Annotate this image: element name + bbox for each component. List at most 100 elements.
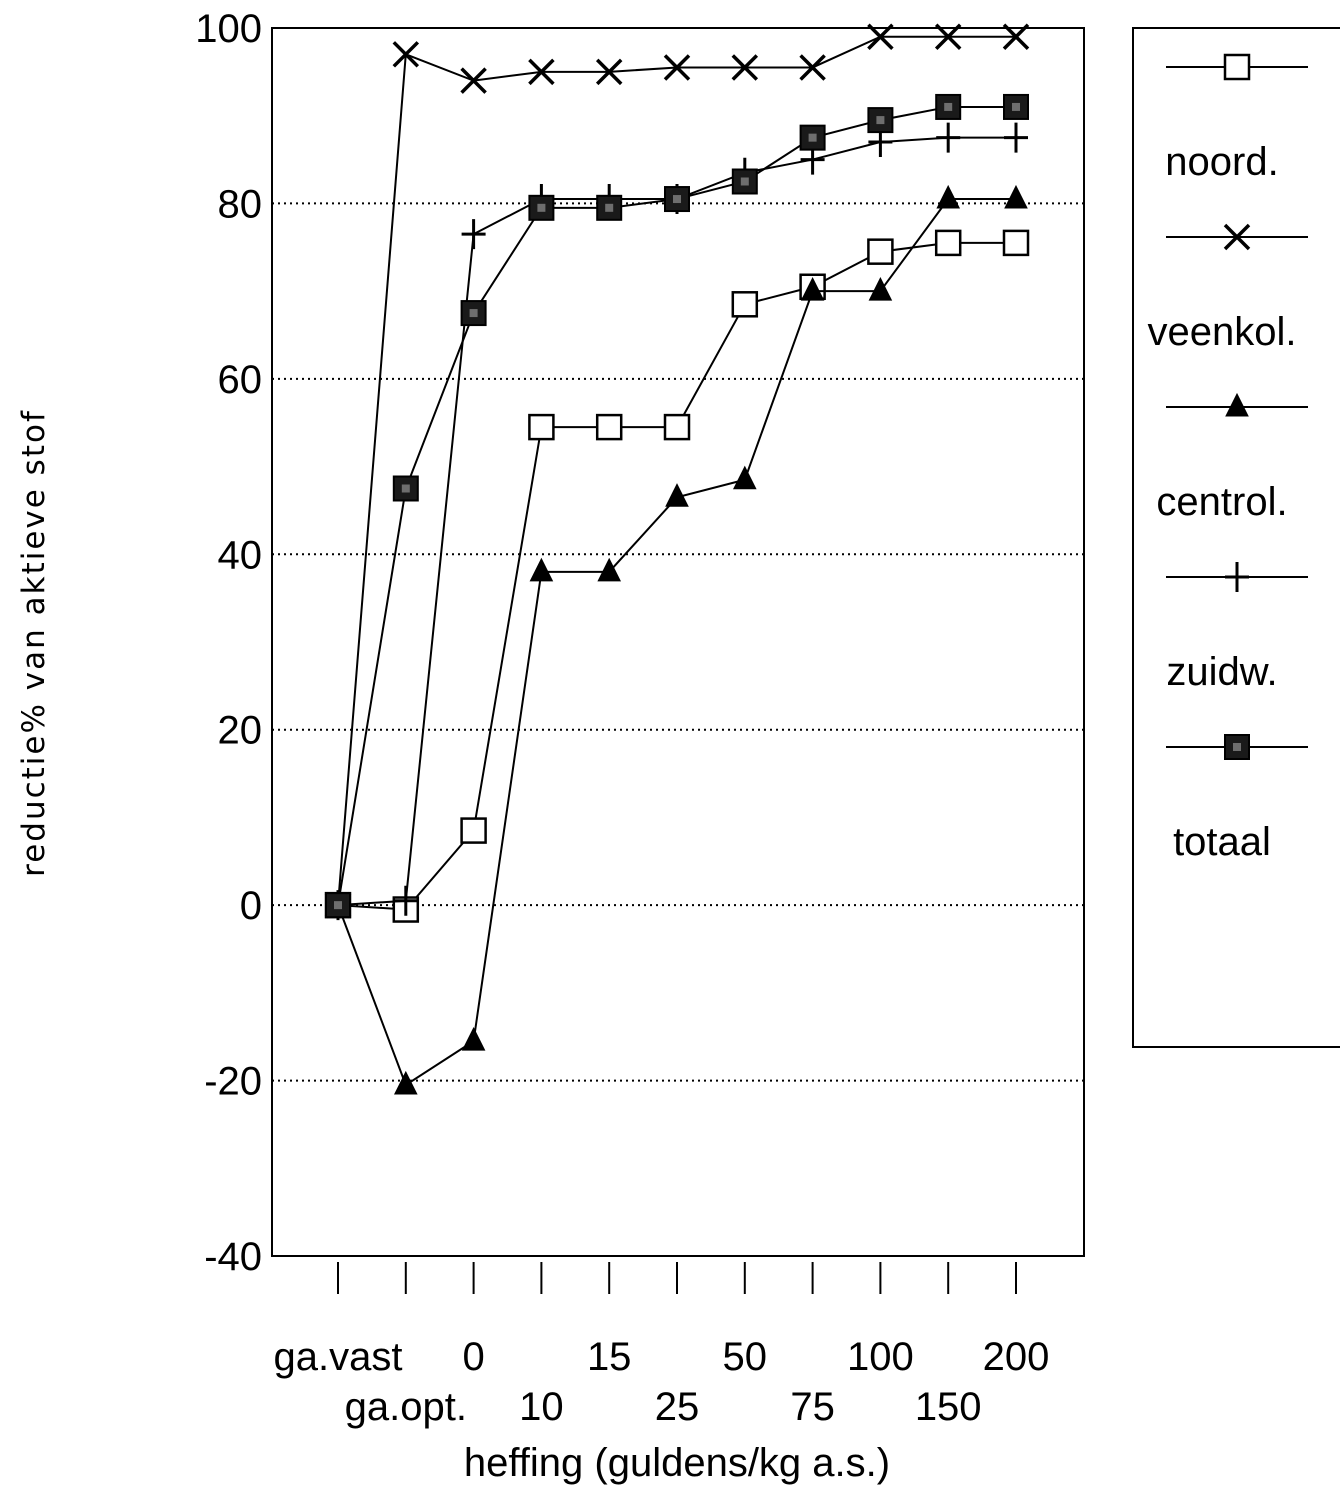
data-point (595, 58, 623, 86)
data-point (732, 465, 757, 490)
legend-label: centrol. (1156, 480, 1287, 524)
data-point-highlight (1233, 743, 1241, 751)
y-axis-title: reductie% van aktieve stof (16, 409, 52, 877)
series-3 (326, 184, 1028, 1095)
data-point (934, 23, 962, 51)
data-point (597, 557, 622, 582)
legend-label: noord. (1165, 140, 1278, 184)
data-point (867, 23, 894, 51)
x-tick-label: 200 (983, 1335, 1050, 1379)
series-line (337, 198, 1016, 1087)
data-point (392, 475, 419, 502)
x-axis-title: heffing (guldens/kg a.s.) (464, 1441, 890, 1485)
x-tick-label: 15 (587, 1335, 632, 1379)
data-point (799, 54, 826, 81)
legend-label: zuidw. (1166, 650, 1277, 694)
x-tick-label: 75 (790, 1385, 835, 1429)
data-point (528, 58, 555, 86)
data-point-highlight (1012, 102, 1020, 111)
data-point (1004, 122, 1028, 153)
y-tick-label: 60 (218, 358, 263, 402)
x-tick-label: 10 (519, 1385, 564, 1429)
series-1 (324, 229, 1030, 923)
data-point-highlight (673, 195, 681, 204)
legend: noord. veenkol. centrol. zuidw. totaal (1132, 27, 1340, 1048)
data-point (1002, 229, 1030, 257)
x-tick-label: 25 (655, 1385, 700, 1429)
series-2 (324, 23, 1030, 919)
data-point (461, 1026, 486, 1051)
legend-label: veenkol. (1148, 310, 1297, 354)
data-point-highlight (401, 484, 410, 493)
data-point (663, 413, 691, 441)
series-4 (326, 122, 1028, 921)
x-tick-label: ga.vast (274, 1335, 403, 1379)
y-axis: -40 -20 0 20 40 60 80 100 (195, 7, 262, 1279)
data-point (936, 184, 961, 209)
data-point (934, 229, 962, 257)
data-point (393, 885, 418, 916)
data-point (325, 892, 351, 919)
series-line (337, 136, 1016, 907)
data-point (664, 186, 690, 213)
data-point (663, 54, 691, 81)
x-tick-label: 0 (462, 1335, 484, 1379)
data-point-highlight (740, 177, 749, 186)
x-tick-label: ga.opt. (345, 1385, 467, 1429)
gridlines (272, 202, 1084, 1082)
data-point-highlight (876, 116, 885, 125)
y-tick-label: -40 (204, 1235, 262, 1279)
legend-item: totaal (1166, 734, 1308, 864)
data-point-highlight (944, 102, 953, 111)
y-tick-label: 80 (218, 182, 263, 226)
data-point (867, 238, 894, 265)
data-point-highlight (605, 203, 614, 212)
data-point (731, 291, 759, 318)
legend-item: veenkol. (1148, 223, 1308, 354)
y-tick-label: 40 (218, 533, 263, 577)
data-point (595, 413, 623, 441)
data-point (529, 557, 554, 582)
data-point (460, 817, 487, 844)
legend-item: centrol. (1156, 392, 1308, 524)
data-point (393, 1070, 418, 1095)
data-point (665, 483, 689, 507)
y-tick-label: 0 (240, 884, 262, 928)
legend-item: zuidw. (1166, 562, 1308, 694)
data-point (799, 124, 826, 151)
x-tick-label: 100 (847, 1335, 914, 1379)
y-tick-label: 100 (195, 7, 262, 51)
y-tick-label: -20 (204, 1060, 262, 1104)
legend-item: noord. (1165, 53, 1308, 184)
data-point (1002, 23, 1030, 51)
data-point-highlight (469, 309, 478, 318)
data-point (868, 277, 893, 301)
legend-frame (1132, 27, 1340, 1048)
y-tick-label: 20 (218, 709, 263, 753)
data-point (460, 67, 487, 94)
series-group (324, 23, 1030, 1095)
data-point (392, 41, 420, 68)
x-tick-label: 150 (915, 1385, 982, 1429)
data-point (1223, 223, 1251, 251)
series-5 (325, 93, 1029, 919)
data-point (1225, 392, 1249, 417)
data-point (1004, 184, 1028, 209)
x-tick-label: 50 (723, 1335, 768, 1379)
data-point (461, 219, 486, 250)
data-point (800, 277, 825, 301)
data-point (460, 300, 487, 327)
data-point-highlight (808, 133, 817, 142)
data-point (528, 194, 555, 221)
data-point-highlight (537, 203, 546, 212)
data-point-highlight (334, 901, 342, 910)
data-point (528, 413, 555, 441)
data-point (1225, 562, 1249, 592)
data-point (1223, 53, 1251, 81)
plot-area-frame (271, 27, 1085, 1257)
legend-label: totaal (1173, 820, 1271, 864)
data-point (936, 122, 961, 153)
data-point (731, 54, 759, 81)
